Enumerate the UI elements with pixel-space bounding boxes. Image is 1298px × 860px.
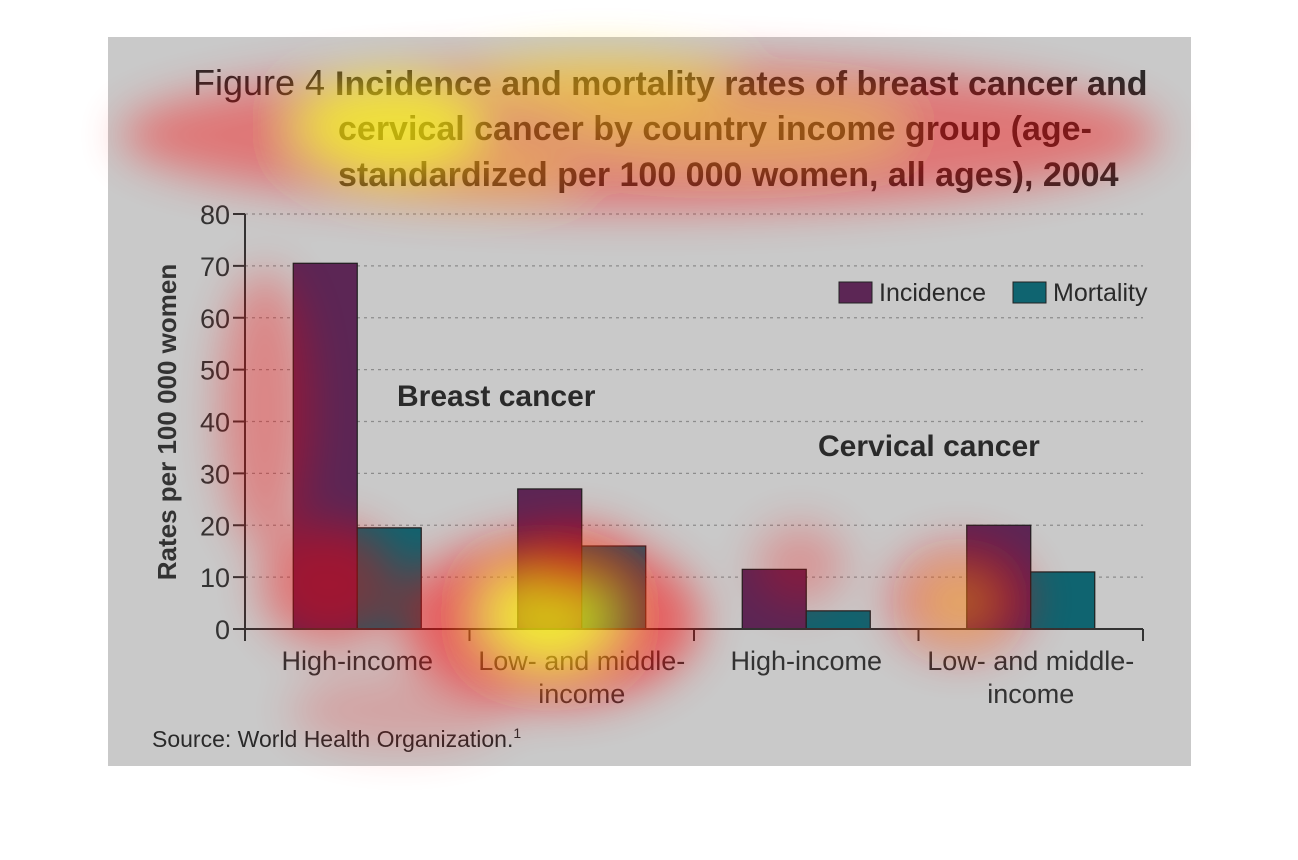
heatmap-blob — [470, 54, 730, 110]
heatmap-blob — [335, 135, 575, 195]
legend-swatch-mortality — [1012, 281, 1047, 304]
attention-heatmap — [120, 54, 1160, 750]
heatmap-blob — [755, 525, 845, 605]
bar-mortality-3 — [1030, 571, 1096, 630]
legend-label-incidence: Incidence — [879, 279, 986, 307]
y-tick-label: 70 — [200, 252, 230, 282]
group-label-breast: Breast cancer — [397, 380, 596, 413]
gridlines — [245, 213, 1143, 578]
legend: Incidence Mortality — [838, 279, 1148, 307]
y-tick-label: 80 — [200, 200, 230, 230]
y-tick-label: 0 — [215, 615, 230, 645]
heatmap-blob — [260, 525, 400, 645]
x-category-label: High-income — [730, 646, 882, 676]
bar-mortality-2 — [805, 610, 871, 630]
group-label-cervical: Cervical cancer — [818, 430, 1040, 463]
legend-label-mortality: Mortality — [1053, 279, 1148, 307]
source-superscript: 1 — [513, 725, 521, 741]
y-tick-label: 10 — [200, 563, 230, 593]
y-tick-label: 60 — [200, 304, 230, 334]
heatmap-blob — [290, 670, 510, 750]
y-axis-label: Rates per 100 000 women — [152, 264, 182, 581]
y-tick-label: 20 — [200, 511, 230, 541]
x-category-label: income — [987, 679, 1074, 709]
heatmap-blob — [515, 525, 635, 595]
legend-swatch-incidence — [838, 281, 873, 304]
heatmap-blob — [220, 270, 310, 550]
heatmap-blob — [935, 583, 985, 623]
heatmap-blob — [560, 103, 900, 153]
